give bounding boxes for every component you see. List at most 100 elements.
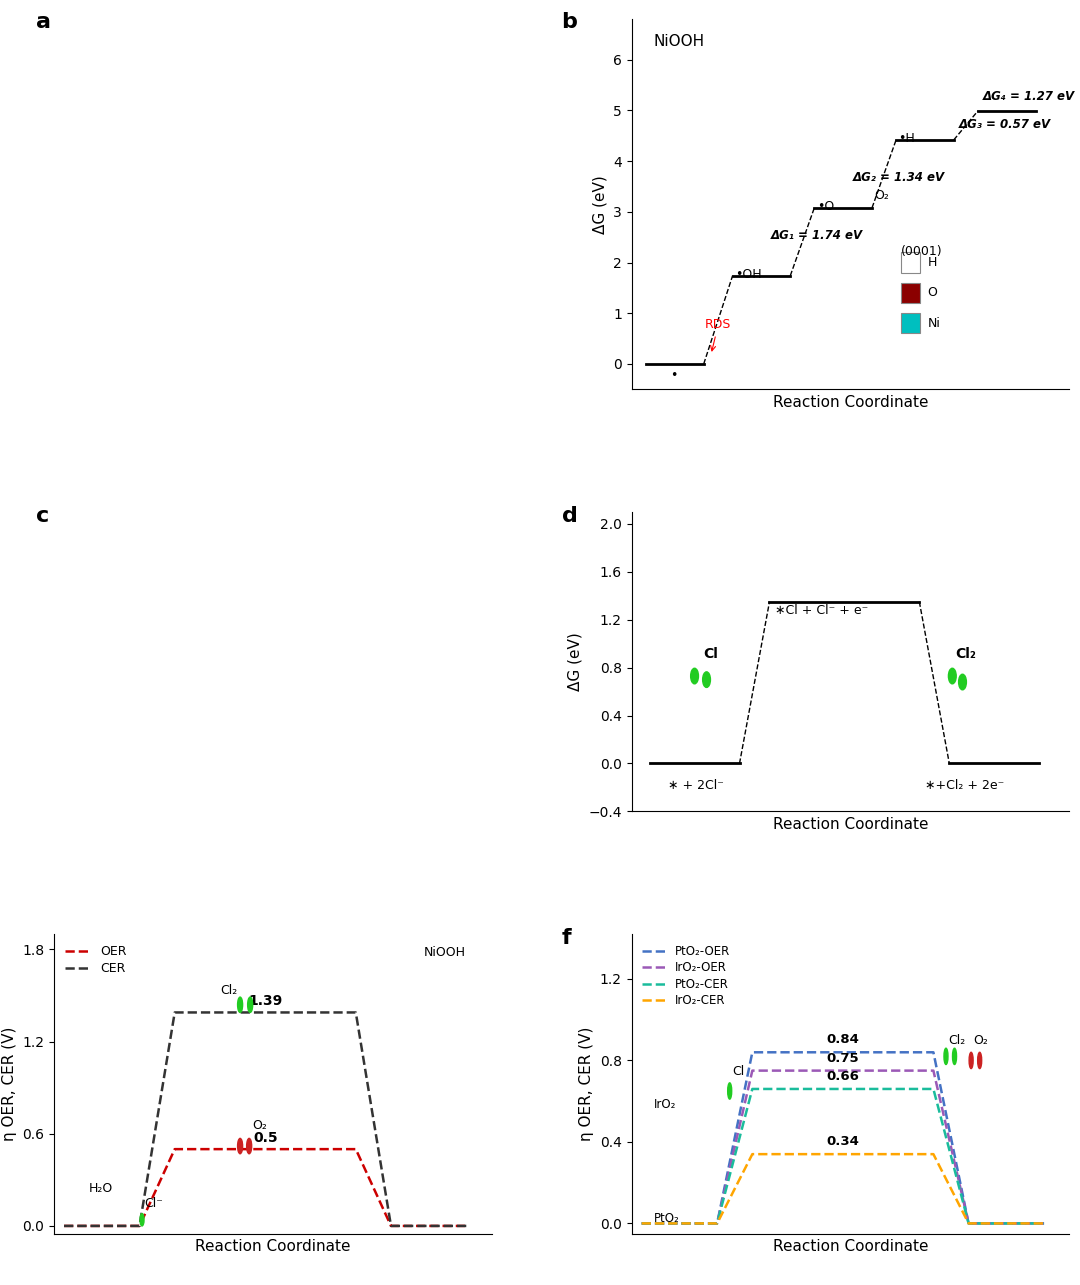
Y-axis label: ΔG (eV): ΔG (eV)	[593, 175, 607, 234]
Text: ΔG₃ = 0.57 eV: ΔG₃ = 0.57 eV	[959, 118, 1051, 131]
Circle shape	[728, 1083, 732, 1099]
IrO₂-OER	[711, 1216, 724, 1231]
Circle shape	[690, 668, 699, 684]
Text: H₂O: H₂O	[90, 1182, 113, 1195]
IrO₂-CER	[635, 1216, 648, 1231]
OER	[460, 1218, 473, 1234]
Circle shape	[944, 1049, 948, 1064]
IrO₂-OER	[927, 1063, 940, 1078]
Circle shape	[140, 1213, 144, 1226]
IrO₂-CER	[1038, 1216, 1051, 1231]
Circle shape	[977, 1052, 982, 1069]
PtO₂-OER	[711, 1216, 724, 1231]
PtO₂-CER	[746, 1081, 759, 1096]
PtO₂-OER	[962, 1216, 975, 1231]
X-axis label: Reaction Coordinate: Reaction Coordinate	[772, 1239, 928, 1254]
Circle shape	[959, 675, 967, 690]
Bar	[901, 314, 920, 334]
Text: ∗+Cl₂ + 2e⁻: ∗+Cl₂ + 2e⁻	[926, 779, 1004, 792]
Text: c: c	[37, 506, 50, 526]
X-axis label: Reaction Coordinate: Reaction Coordinate	[195, 1239, 351, 1254]
Text: Ni: Ni	[928, 317, 941, 330]
CER	[349, 1005, 362, 1020]
Circle shape	[703, 672, 711, 687]
Text: f: f	[562, 928, 571, 948]
Text: ∗Cl + Cl⁻ + e⁻: ∗Cl + Cl⁻ + e⁻	[775, 604, 868, 617]
PtO₂-CER	[1038, 1216, 1051, 1231]
Circle shape	[238, 997, 243, 1013]
Text: •O: •O	[816, 200, 834, 213]
CER	[57, 1218, 70, 1234]
Y-axis label: η OER, CER (V): η OER, CER (V)	[579, 1027, 594, 1141]
OER	[384, 1218, 397, 1234]
X-axis label: Reaction Coordinate: Reaction Coordinate	[772, 817, 928, 831]
IrO₂-CER	[962, 1216, 975, 1231]
PtO₂-OER	[1038, 1216, 1051, 1231]
IrO₂-CER	[746, 1146, 759, 1162]
PtO₂-OER	[746, 1045, 759, 1060]
Text: (0001): (0001)	[901, 245, 943, 258]
Text: 0.66: 0.66	[826, 1070, 860, 1083]
OER	[349, 1141, 362, 1156]
Text: Cl: Cl	[732, 1065, 744, 1078]
Text: ΔG₄ = 1.27 eV: ΔG₄ = 1.27 eV	[983, 90, 1075, 103]
Text: Cl⁻: Cl⁻	[145, 1198, 163, 1210]
CER	[168, 1005, 181, 1020]
Circle shape	[953, 1049, 957, 1064]
OER	[57, 1218, 70, 1234]
OER	[133, 1218, 146, 1234]
Text: O₂: O₂	[875, 189, 889, 202]
PtO₂-CER	[711, 1216, 724, 1231]
Text: ∗ + 2Cl⁻: ∗ + 2Cl⁻	[667, 779, 724, 792]
IrO₂-CER	[711, 1216, 724, 1231]
CER	[460, 1218, 473, 1234]
Text: H: H	[928, 256, 936, 269]
Text: PtO₂: PtO₂	[653, 1212, 679, 1225]
Y-axis label: η OER, CER (V): η OER, CER (V)	[1, 1027, 16, 1141]
Text: 0.84: 0.84	[826, 1033, 860, 1046]
Text: ΔG₁ = 1.74 eV: ΔG₁ = 1.74 eV	[771, 229, 863, 243]
Line: IrO₂-CER: IrO₂-CER	[642, 1154, 1044, 1223]
CER	[133, 1218, 146, 1234]
PtO₂-CER	[635, 1216, 648, 1231]
Text: •OH: •OH	[735, 267, 761, 280]
IrO₂-CER	[927, 1146, 940, 1162]
Text: d: d	[562, 506, 578, 526]
IrO₂-OER	[746, 1063, 759, 1078]
Text: NiOOH: NiOOH	[423, 946, 465, 959]
Text: •H: •H	[899, 132, 915, 145]
Circle shape	[969, 1052, 973, 1069]
Text: 0.75: 0.75	[826, 1051, 860, 1064]
Circle shape	[948, 668, 956, 684]
CER	[384, 1218, 397, 1234]
Line: IrO₂-OER: IrO₂-OER	[642, 1070, 1044, 1223]
Text: Cl₂: Cl₂	[956, 648, 976, 660]
Text: O₂: O₂	[253, 1119, 268, 1132]
Bar	[901, 283, 920, 303]
Text: NiOOH: NiOOH	[653, 35, 704, 49]
Text: b: b	[562, 12, 578, 32]
Text: IrO₂: IrO₂	[653, 1097, 676, 1110]
Line: OER: OER	[64, 1149, 467, 1226]
PtO₂-CER	[962, 1216, 975, 1231]
Text: O: O	[928, 287, 937, 299]
PtO₂-CER	[927, 1081, 940, 1096]
PtO₂-OER	[927, 1045, 940, 1060]
Text: Cl₂: Cl₂	[220, 984, 238, 997]
IrO₂-OER	[962, 1216, 975, 1231]
Circle shape	[238, 1139, 243, 1154]
X-axis label: Reaction Coordinate: Reaction Coordinate	[772, 394, 928, 410]
Text: O₂: O₂	[974, 1034, 988, 1047]
Text: Cl: Cl	[703, 648, 718, 660]
Text: a: a	[37, 12, 52, 32]
IrO₂-OER	[1038, 1216, 1051, 1231]
OER	[168, 1141, 181, 1156]
Circle shape	[246, 1139, 252, 1154]
Legend: OER, CER: OER, CER	[60, 941, 132, 980]
Line: PtO₂-CER: PtO₂-CER	[642, 1088, 1044, 1223]
Text: 0.34: 0.34	[826, 1135, 860, 1148]
PtO₂-OER	[635, 1216, 648, 1231]
Circle shape	[247, 997, 253, 1013]
IrO₂-OER	[635, 1216, 648, 1231]
Line: CER: CER	[64, 1013, 467, 1226]
